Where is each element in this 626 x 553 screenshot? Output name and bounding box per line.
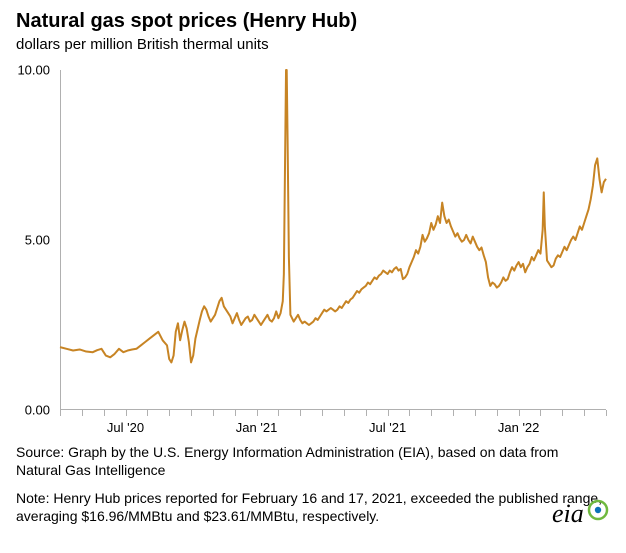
x-minor-tick (453, 410, 454, 416)
x-minor-tick (497, 410, 498, 416)
note-text: Note: Henry Hub prices reported for Febr… (16, 490, 606, 525)
x-minor-tick (366, 410, 367, 416)
line-series (60, 70, 606, 410)
x-minor-tick (475, 410, 476, 416)
x-tick-label: Jan '21 (236, 420, 278, 435)
x-minor-tick (213, 410, 214, 416)
x-minor-tick (257, 410, 258, 416)
x-tick-label: Jan '22 (498, 420, 540, 435)
x-minor-tick (126, 410, 127, 416)
x-minor-tick (235, 410, 236, 416)
x-minor-tick (540, 410, 541, 416)
y-tick-label: 5.00 (25, 233, 50, 248)
x-minor-tick (388, 410, 389, 416)
eia-logo: eia (552, 498, 610, 539)
x-minor-tick (584, 410, 585, 416)
x-tick-label: Jul '20 (107, 420, 144, 435)
x-minor-tick (147, 410, 148, 416)
x-minor-tick (300, 410, 301, 416)
x-minor-tick (191, 410, 192, 416)
x-minor-tick (82, 410, 83, 416)
x-minor-tick (169, 410, 170, 416)
x-minor-tick (519, 410, 520, 416)
svg-text:eia: eia (552, 499, 584, 528)
x-minor-tick (562, 410, 563, 416)
chart-subtitle: dollars per million British thermal unit… (16, 36, 269, 53)
x-minor-tick (322, 410, 323, 416)
x-minor-tick (278, 410, 279, 416)
plot-area: 0.005.0010.00 Jul '20Jan '21Jul '21Jan '… (60, 70, 606, 410)
figure: Natural gas spot prices (Henry Hub) doll… (0, 0, 626, 553)
chart-title: Natural gas spot prices (Henry Hub) (16, 10, 357, 33)
y-tick-label: 0.00 (25, 403, 50, 418)
x-minor-tick (409, 410, 410, 416)
x-minor-tick (431, 410, 432, 416)
x-minor-tick (344, 410, 345, 416)
y-tick-label: 10.00 (17, 63, 50, 78)
x-minor-tick (60, 410, 61, 416)
x-minor-tick (606, 410, 607, 416)
source-text: Source: Graph by the U.S. Energy Informa… (16, 444, 606, 479)
x-minor-tick (104, 410, 105, 416)
x-tick-label: Jul '21 (369, 420, 406, 435)
